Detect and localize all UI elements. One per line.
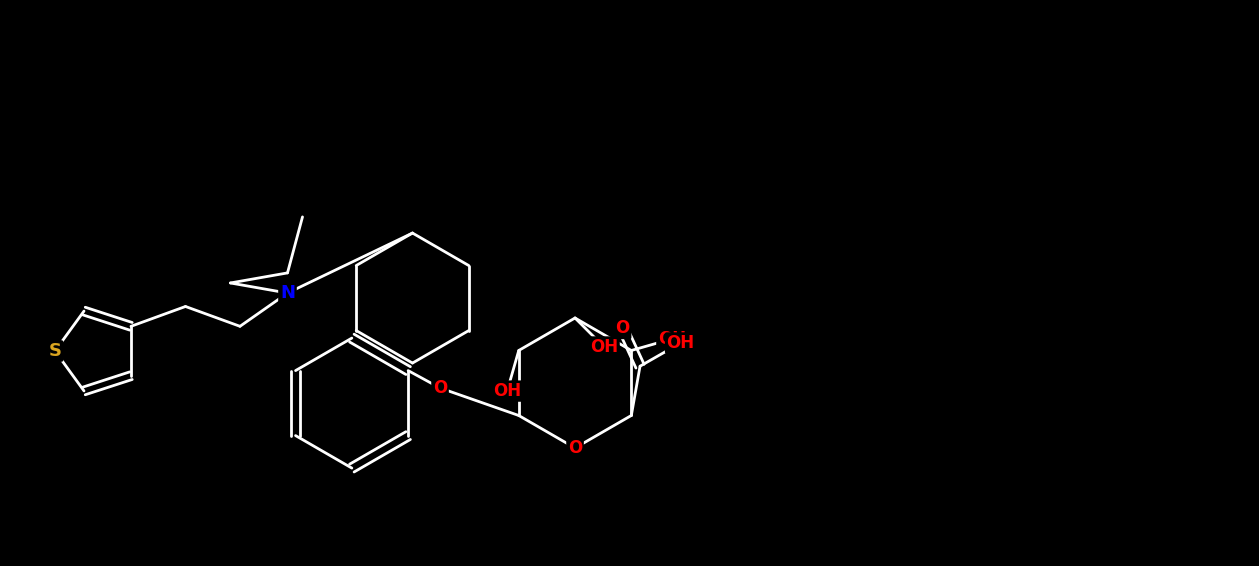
Text: OH: OH: [666, 334, 695, 352]
Text: OH: OH: [590, 338, 618, 356]
Text: O: O: [568, 439, 582, 457]
Text: OH: OH: [494, 382, 521, 400]
Text: O: O: [433, 379, 447, 397]
Text: O: O: [616, 319, 630, 337]
Text: OH: OH: [658, 330, 686, 348]
Text: S: S: [49, 342, 62, 360]
Text: N: N: [279, 284, 295, 302]
